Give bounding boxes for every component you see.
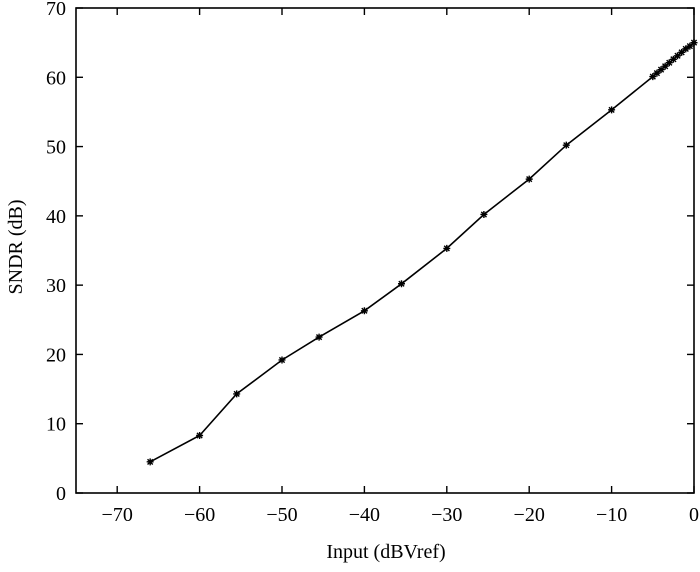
y-tick-label: 60: [46, 67, 66, 89]
data-point: [674, 52, 682, 60]
data-point: [661, 62, 669, 70]
x-tick-label: −30: [431, 504, 462, 526]
data-point: [682, 45, 690, 53]
data-point: [657, 66, 665, 74]
data-point: [315, 333, 323, 341]
series-line: [149, 41, 695, 463]
data-point: [690, 39, 698, 47]
x-tick-label: 0: [689, 504, 699, 526]
y-tick-label: 40: [46, 206, 66, 228]
data-point: [196, 431, 204, 439]
y-tick-label: 0: [56, 483, 66, 505]
data-point: [562, 141, 570, 149]
x-tick-label: −40: [349, 504, 380, 526]
data-point: [669, 55, 677, 63]
x-tick-label: −10: [596, 504, 627, 526]
data-point: [608, 106, 616, 114]
data-point: [397, 280, 405, 288]
x-tick-label: −20: [514, 504, 545, 526]
y-axis-title: SNDR (dB): [5, 199, 27, 294]
data-point: [649, 73, 657, 81]
x-tick-label: −50: [266, 504, 297, 526]
data-point: [233, 390, 241, 398]
y-tick-label: 30: [46, 275, 66, 297]
data-point: [665, 59, 673, 67]
data-point: [146, 458, 154, 466]
y-tick-label: 10: [46, 414, 66, 436]
y-tick-label: 20: [46, 344, 66, 366]
y-tick-label: 70: [46, 0, 66, 20]
plot-frame: [75, 7, 695, 494]
data-point: [278, 356, 286, 364]
data-point: [443, 244, 451, 252]
data-point: [480, 210, 488, 218]
data-point: [360, 307, 368, 315]
x-axis-title: Input (dBVref): [326, 541, 445, 563]
data-point: [678, 48, 686, 56]
plot-area: −70 −60 −50 −40 −30 −20 −10 0 0 10 20 30 40 50 60 70: [46, 0, 699, 526]
x-tick-label: −70: [102, 504, 133, 526]
data-point: [686, 42, 694, 50]
y-tick-label: 50: [46, 137, 66, 159]
data-point: [653, 69, 661, 77]
data-point: [525, 175, 533, 183]
x-tick-label: −60: [184, 504, 215, 526]
